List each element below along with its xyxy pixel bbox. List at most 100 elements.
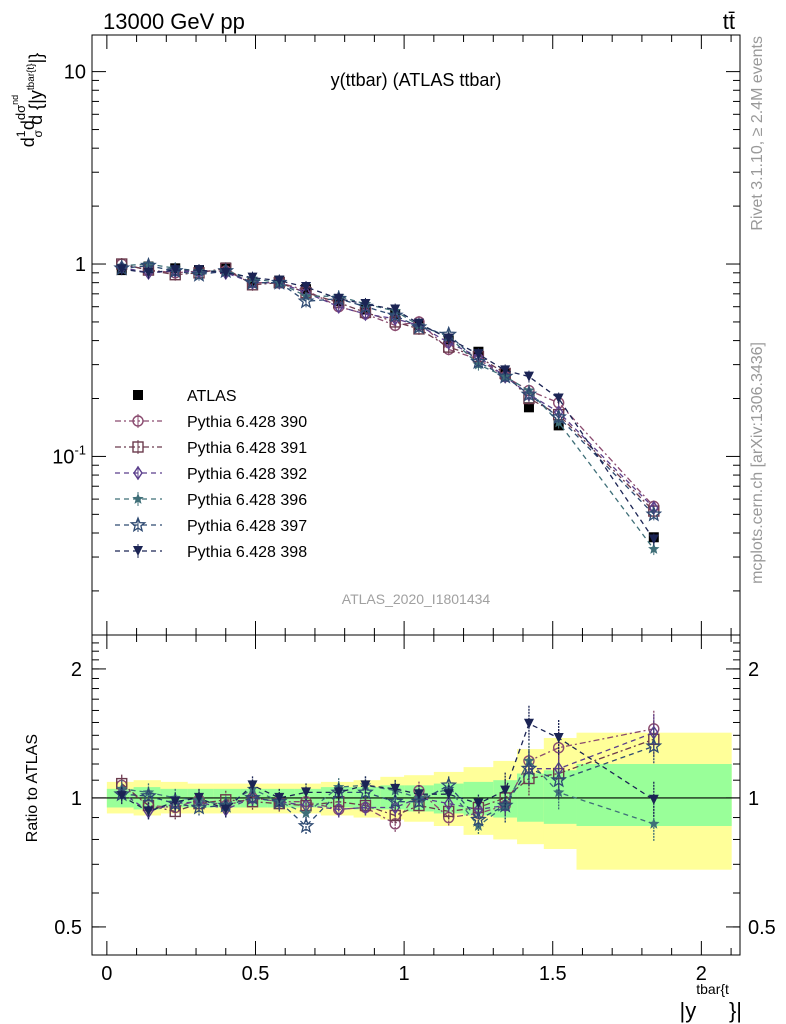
mcplots-label: mcplots.cern.ch [arXiv:1306.3436] [749, 342, 766, 584]
legend-marker [132, 493, 144, 504]
main-series-group [113, 256, 663, 556]
ratio-point [194, 792, 205, 803]
ratio-point [645, 737, 663, 754]
main-point [500, 365, 511, 376]
main-watermark: ATLAS_2020_I1801434 [342, 591, 491, 607]
legend-label: Pythia 6.428 396 [187, 492, 307, 509]
main-point [333, 299, 344, 314]
main-point [496, 367, 514, 384]
ratio-point [523, 718, 534, 729]
ratio-x-axis: 0 0.5 1 1.5 2 [101, 635, 732, 985]
legend-marker [133, 546, 143, 556]
main-point [301, 281, 312, 292]
ratio-point [550, 771, 568, 788]
ratio-x-tick-label: 0.5 [242, 963, 270, 985]
main-series-line [121, 268, 655, 540]
ratio-series-line [121, 759, 655, 827]
ratio-x-tick-label: 0 [101, 963, 112, 985]
ratio-point [553, 732, 564, 743]
legend-entry: Pythia 6.428 398 [115, 544, 307, 561]
ratio-point [300, 807, 312, 819]
ratio-point [443, 789, 454, 800]
ratio-point [443, 796, 454, 811]
main-point [550, 408, 567, 425]
legend-label: Pythia 6.428 391 [187, 440, 307, 457]
main-series-4 [116, 258, 660, 556]
ratio-point [442, 805, 455, 818]
ratio-series-line [121, 728, 654, 825]
ratio-point [140, 787, 157, 804]
ratio-panel: Ratio to ATLAS 0.5 0.5 1 1 2 2 0 0.5 1 1.5 2 |ytb… [24, 634, 776, 1023]
legend-label: Pythia 6.428 390 [187, 414, 307, 431]
main-point [553, 393, 564, 404]
ratio-point [648, 794, 659, 805]
svg-text:|ytbar{t}|: |ytbar{t}| [680, 981, 742, 1023]
rivet-label: Rivet 3.1.10, ≥ 2.4M events [749, 36, 766, 231]
ratio-series-group [113, 705, 663, 842]
ratio-point [274, 792, 285, 803]
ratio-point [390, 800, 401, 815]
ratio-point [648, 817, 660, 829]
ratio-point [333, 802, 344, 817]
main-point [244, 273, 261, 290]
legend-label: ATLAS [187, 388, 237, 405]
main-point [333, 293, 344, 304]
ratio-point [247, 780, 258, 791]
ratio-point [472, 820, 485, 831]
main-series-6 [116, 263, 659, 546]
ratio-y-tick-label-right: 2 [748, 659, 759, 681]
ratio-y-tick-label: 0.5 [54, 917, 82, 939]
ratio-y-tick-label-right: 1 [748, 788, 759, 810]
ratio-point [360, 800, 371, 815]
main-point [247, 272, 258, 283]
ratio-point [333, 787, 344, 798]
ratio-x-tick-label: 2 [696, 963, 707, 985]
ratio-point [220, 804, 231, 815]
main-point [473, 349, 484, 360]
legend-entry: Pythia 6.428 397 [115, 516, 307, 535]
ratio-point [500, 785, 511, 796]
main-point [143, 267, 154, 278]
ratio-point [496, 796, 514, 813]
main-point [274, 275, 285, 286]
main-point [386, 306, 404, 323]
main-point [220, 267, 231, 278]
legend-marker [132, 415, 144, 427]
main-point [360, 298, 371, 309]
main-point [523, 402, 534, 413]
main-y-tick-label: 10-1 [52, 442, 86, 468]
legend-entry: Pythia 6.428 390 [115, 414, 307, 431]
main-point [470, 353, 487, 370]
ratio-frame [91, 634, 741, 956]
main-y-tick-label: 1 [75, 254, 86, 276]
ratio-point [413, 789, 424, 800]
main-y-axis-label: d1 σddσnd d {|ytbar{t}|} [10, 53, 46, 148]
legend-marker [129, 516, 147, 533]
process-label: tt̄ [723, 9, 735, 34]
ratio-point [470, 810, 487, 827]
ratio-point [170, 796, 181, 807]
main-point [297, 292, 315, 309]
main-panel: y(ttbar) (ATLAS ttbar) ATLAS_2020_I18014… [10, 34, 741, 636]
main-point [520, 385, 538, 402]
ratio-point [473, 798, 484, 809]
ratio-point [190, 798, 208, 815]
ratio-point [116, 791, 127, 802]
legend-entry: Pythia 6.428 396 [115, 492, 307, 509]
main-point [443, 333, 454, 344]
legend-label: Pythia 6.428 397 [187, 518, 307, 535]
legend-entry: ATLAS [133, 388, 237, 405]
main-y-axis: 10-1 1 10 [52, 62, 740, 592]
ratio-point [143, 806, 154, 817]
legend-marker [133, 390, 143, 400]
ratio-y-tick-label: 1 [71, 788, 82, 810]
main-x-ticks [106, 35, 732, 635]
legend-marker [132, 441, 144, 453]
main-point [190, 265, 208, 282]
ratio-point [297, 817, 315, 834]
ratio-point [386, 792, 404, 809]
ratio-point [301, 787, 312, 798]
ratio-point [244, 789, 261, 806]
